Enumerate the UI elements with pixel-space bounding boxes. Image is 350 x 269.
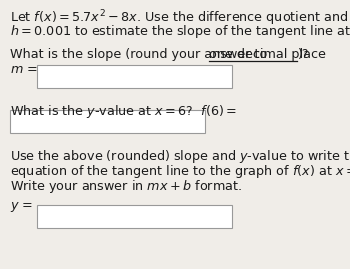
Text: $h = 0.001$ to estimate the slope of the tangent line at $x = 6$.: $h = 0.001$ to estimate the slope of the… [10, 23, 350, 40]
FancyBboxPatch shape [37, 65, 232, 88]
Text: one decimal place: one decimal place [209, 48, 326, 61]
Text: equation of the tangent line to the graph of $f(x)$ at $x = 6$.: equation of the tangent line to the grap… [10, 163, 350, 180]
FancyBboxPatch shape [37, 205, 232, 228]
FancyBboxPatch shape [10, 110, 205, 133]
Text: Use the above (rounded) slope and $y$-value to write the: Use the above (rounded) slope and $y$-va… [10, 148, 350, 165]
Text: $y$ =: $y$ = [10, 200, 33, 214]
Text: What is the slope (round your answer to: What is the slope (round your answer to [10, 48, 271, 61]
Text: Let $f(x) = 5.7x^2 - 8x$. Use the difference quotient and: Let $f(x) = 5.7x^2 - 8x$. Use the differ… [10, 8, 348, 28]
Text: What is the $y$-value at $x = 6$?  $f(6) =$: What is the $y$-value at $x = 6$? $f(6) … [10, 103, 237, 120]
Text: )?: )? [297, 48, 308, 61]
Text: $m$ =: $m$ = [10, 63, 38, 76]
Text: Write your answer in $mx + b$ format.: Write your answer in $mx + b$ format. [10, 178, 242, 195]
